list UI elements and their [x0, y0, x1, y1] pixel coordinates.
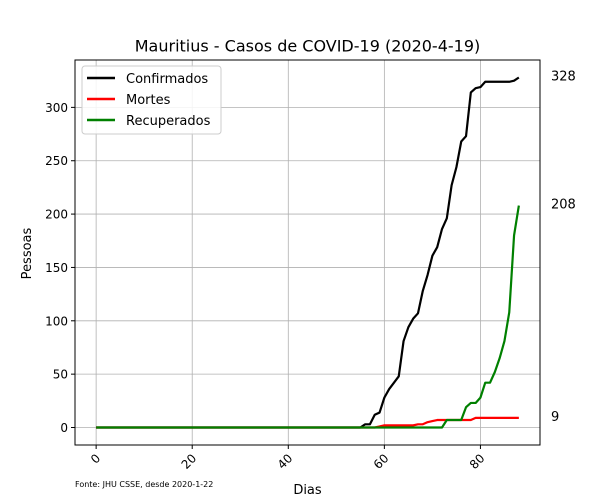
- y-tick-label: 50: [53, 368, 68, 382]
- y-tick-label: 200: [45, 208, 68, 222]
- legend-label-mortes: Mortes: [126, 93, 171, 108]
- y-tick-label: 0: [60, 421, 68, 435]
- end-value-label-confirmados: 328: [551, 70, 576, 85]
- y-tick-label: 300: [45, 101, 68, 115]
- end-value-label-recuperados: 208: [551, 198, 576, 213]
- y-tick-label: 100: [45, 314, 68, 328]
- axes-frame: [74, 59, 541, 446]
- y-tick-label: 250: [45, 154, 68, 168]
- y-axis-label: Pessoas: [20, 227, 35, 279]
- series-line-mortes: [96, 416, 519, 429]
- plot-area: 0 20 40 60 800501001502002503003289208Confir…: [45, 59, 576, 472]
- x-axis-label: Dias: [293, 483, 322, 498]
- end-value-label-mortes: 9: [551, 410, 559, 425]
- series-line-recuperados: [96, 205, 520, 429]
- legend-box: [81, 65, 222, 135]
- legend-label-confirmados: Confirmados: [126, 72, 208, 87]
- chart-title: Mauritius - Casos de COVID-19 (2020-4-19…: [135, 37, 481, 56]
- legend: Confirmados Mortes Recuperados: [81, 65, 222, 135]
- series-line-confirmados: [96, 76, 520, 429]
- source-note: Fonte: JHU CSSE, desde 2020-1-22: [75, 480, 213, 489]
- y-tick-label: 150: [45, 261, 68, 275]
- legend-label-recuperados: Recuperados: [126, 114, 211, 129]
